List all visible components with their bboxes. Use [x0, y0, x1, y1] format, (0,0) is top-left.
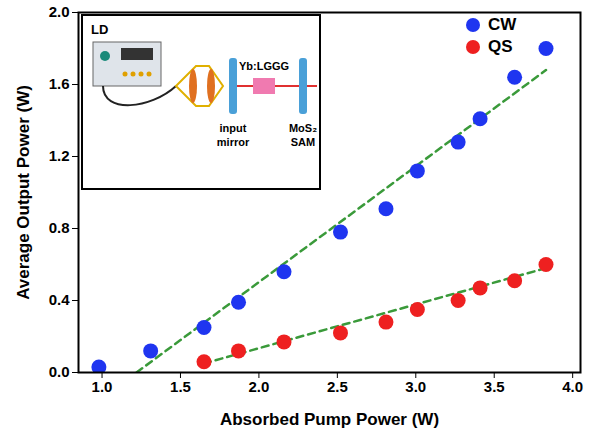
html-text:CW: CW	[488, 15, 517, 34]
svg-text:1.6: 1.6	[49, 75, 70, 92]
svg-text:0.8: 0.8	[49, 219, 70, 236]
svg-text:Average Output Power (W): Average Output Power (W)	[14, 85, 33, 300]
svg-text:1.5: 1.5	[170, 378, 191, 395]
svg-text:2.0: 2.0	[49, 3, 70, 20]
svg-text:3.0: 3.0	[405, 378, 426, 395]
svg-text:0.4: 0.4	[49, 291, 71, 308]
svg-text:1.0: 1.0	[92, 378, 113, 395]
svg-text:Yb:LGGG: Yb:LGGG	[239, 60, 289, 72]
svg-text:0.0: 0.0	[49, 363, 70, 380]
svg-text:input: input	[220, 122, 247, 134]
svg-text:1.2: 1.2	[49, 147, 70, 164]
svg-text:mirror: mirror	[217, 136, 250, 148]
svg-text:2.0: 2.0	[248, 378, 269, 395]
svg-text:LD: LD	[91, 22, 108, 37]
svg-text:2.5: 2.5	[327, 378, 348, 395]
svg-text:Absorbed Pump Power (W): Absorbed Pump Power (W)	[220, 410, 439, 429]
html-text:QS: QS	[488, 37, 513, 56]
svg-text:SAM: SAM	[291, 136, 315, 148]
svg-text:4.0: 4.0	[562, 378, 583, 395]
svg-text:3.5: 3.5	[484, 378, 505, 395]
svg-text:MoS₂: MoS₂	[289, 122, 317, 134]
